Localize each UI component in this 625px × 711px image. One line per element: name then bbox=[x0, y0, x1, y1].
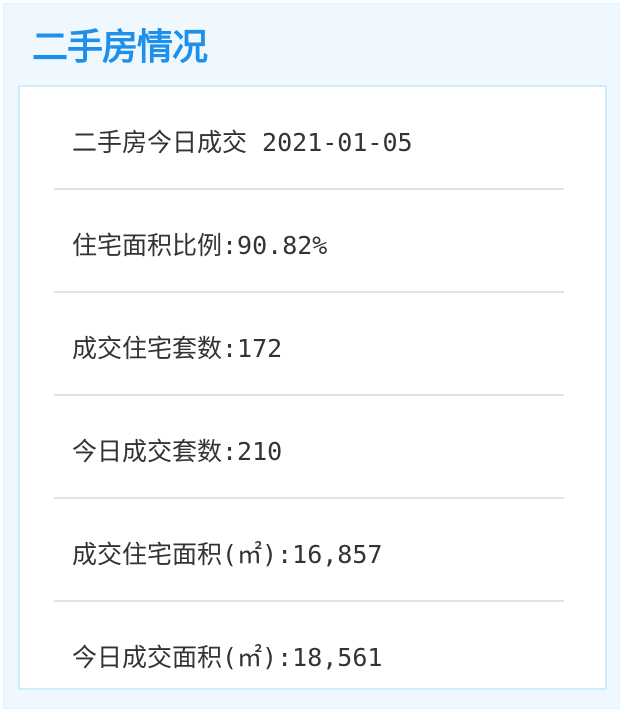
stat-row-today-units: 今日成交套数:210 bbox=[54, 396, 564, 499]
stats-box: 二手房今日成交 2021-01-05 住宅面积比例:90.82% 成交住宅套数:… bbox=[18, 85, 607, 690]
stat-row-residential-ratio: 住宅面积比例:90.82% bbox=[54, 190, 564, 293]
stat-text: 成交住宅套数:172 bbox=[72, 334, 283, 363]
stat-text: 二手房今日成交 2021-01-05 bbox=[72, 128, 413, 157]
stat-row-date: 二手房今日成交 2021-01-05 bbox=[54, 87, 564, 190]
stat-text: 今日成交套数:210 bbox=[72, 437, 283, 466]
second-hand-housing-panel: 二手房情况 二手房今日成交 2021-01-05 住宅面积比例:90.82% 成… bbox=[3, 3, 620, 709]
stat-text: 成交住宅面积(㎡):16,857 bbox=[72, 540, 383, 569]
stat-text: 今日成交面积(㎡):18,561 bbox=[72, 643, 383, 672]
stat-row-residential-area: 成交住宅面积(㎡):16,857 bbox=[54, 499, 564, 602]
panel-title: 二手房情况 bbox=[32, 27, 208, 68]
stat-row-residential-units: 成交住宅套数:172 bbox=[54, 293, 564, 396]
stat-row-today-area: 今日成交面积(㎡):18,561 bbox=[54, 602, 564, 705]
stat-text: 住宅面积比例:90.82% bbox=[72, 231, 328, 260]
